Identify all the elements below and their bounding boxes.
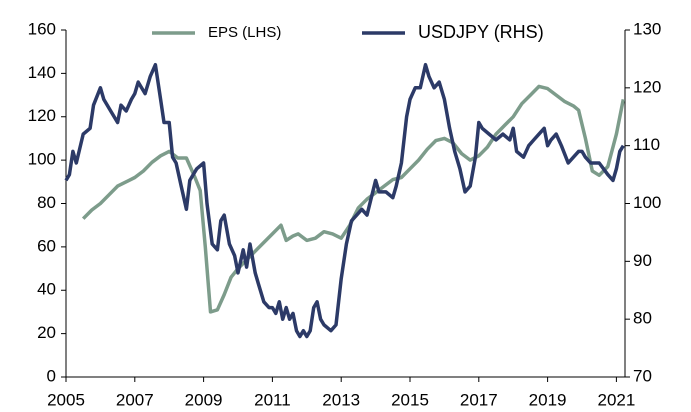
series-line xyxy=(64,62,625,339)
series-line xyxy=(81,84,626,314)
x-tick-label: 2013 xyxy=(322,390,360,409)
y-tick-label: 120 xyxy=(28,106,56,125)
y2-tick-label: 90 xyxy=(633,251,652,270)
y2-tick-label: 110 xyxy=(633,135,660,154)
y-tick-label: 100 xyxy=(28,150,56,169)
y2-tick-label: 80 xyxy=(633,309,652,328)
x-tick-label: 2009 xyxy=(185,390,223,409)
x-tick-label: 2007 xyxy=(116,390,154,409)
legend-label: EPS (LHS) xyxy=(208,24,281,41)
y2-tick-label: 130 xyxy=(633,19,661,38)
y2-tick-label: 120 xyxy=(633,77,661,96)
x-tick-label: 2005 xyxy=(47,390,85,409)
y2-tick-label: 100 xyxy=(633,193,661,212)
x-tick-label: 2017 xyxy=(460,390,498,409)
y-tick-label: 80 xyxy=(37,193,56,212)
y-tick-label: 60 xyxy=(37,236,56,255)
legend-label: USDJPY (RHS) xyxy=(418,22,544,42)
x-tick-label: 2015 xyxy=(391,390,429,409)
x-tick-label: 2021 xyxy=(597,390,635,409)
x-tick-label: 2019 xyxy=(529,390,567,409)
y-tick-label: 160 xyxy=(28,19,56,38)
y-tick-label: 20 xyxy=(37,323,56,342)
y-tick-label: 40 xyxy=(37,280,56,299)
x-tick-label: 2011 xyxy=(254,390,291,409)
y2-tick-label: 70 xyxy=(633,366,652,385)
y-tick-label: 140 xyxy=(28,63,56,82)
y-tick-label: 0 xyxy=(47,366,56,385)
